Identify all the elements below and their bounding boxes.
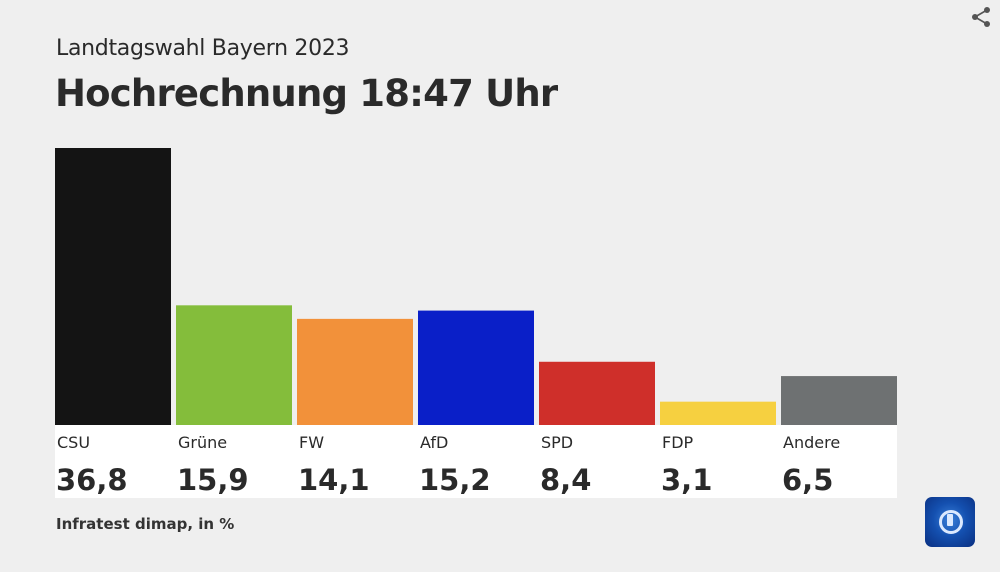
bar-afd [418,310,534,425]
category-label: CSU [57,433,90,452]
category-label: AfD [420,433,448,452]
bar-grüne [176,305,292,425]
bar-andere [781,376,897,425]
bar-csu [55,148,171,425]
value-label: 15,9 [177,463,249,497]
tagesschau-logo [925,497,975,547]
value-label: 3,1 [661,463,712,497]
labels-panel [55,425,897,498]
source-note: Infratest dimap, in % [56,515,235,533]
value-label: 15,2 [419,463,491,497]
category-label: Andere [783,433,840,452]
value-label: 6,5 [782,463,833,497]
bar-spd [539,361,655,425]
bar-fdp [660,401,776,425]
share-icon[interactable] [970,6,992,28]
bar-fw [297,318,413,425]
category-label: SPD [541,433,573,452]
chart-subtitle: Landtagswahl Bayern 2023 [56,36,350,61]
value-label: 36,8 [56,463,128,497]
category-label: FW [299,433,324,452]
value-label: 14,1 [298,463,370,497]
category-label: Grüne [178,433,227,452]
value-label: 8,4 [540,463,591,497]
chart-title: Hochrechnung 18:47 Uhr [55,72,558,115]
category-label: FDP [662,433,694,452]
